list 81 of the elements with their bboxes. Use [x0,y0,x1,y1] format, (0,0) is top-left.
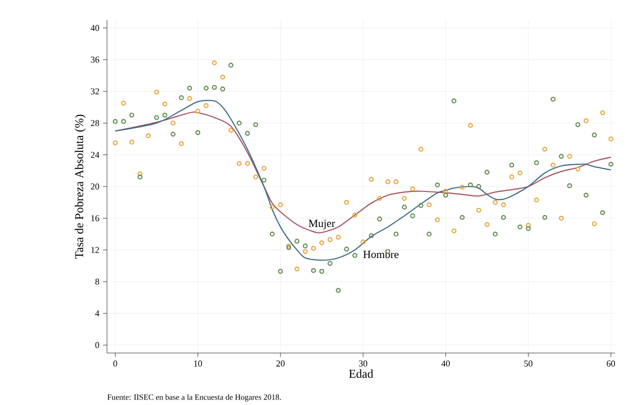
series-label: Hombre [363,250,398,258]
point [244,130,250,136]
y-tick-label: 0 [95,342,100,348]
point [170,132,176,137]
point [302,244,308,248]
point [418,203,424,208]
point [468,182,473,188]
x-tick-label: 30 [359,360,368,367]
point [542,214,548,220]
point [195,130,200,136]
y-tick-label: 4 [95,310,100,316]
point [377,216,382,222]
point [484,170,490,175]
point [509,162,514,168]
x-tick-label: 20 [276,360,285,367]
point [328,260,332,266]
point [270,232,275,237]
x-tick-label: 0 [113,360,118,367]
y-tick-label: 36 [90,56,100,63]
point [336,288,341,293]
x-axis-title: Edad [349,369,374,378]
line-series [114,100,612,261]
point [278,268,283,274]
y-tick-label: 16 [91,215,100,222]
point [443,192,448,198]
point [584,192,589,198]
point [608,162,614,167]
y-tick-label: 20 [90,183,100,190]
point [352,253,358,258]
y-tick-label: 8 [95,278,100,285]
point [558,154,564,159]
point [518,224,522,230]
point [402,204,407,210]
x-tick-label: 60 [606,360,616,367]
point [534,160,539,166]
point [550,96,556,102]
point [212,84,217,90]
point [451,98,456,104]
point [261,178,266,183]
point [526,226,531,231]
point [138,174,142,180]
y-tick-label: 28 [90,120,100,126]
point [112,119,118,124]
point [460,214,465,220]
point [178,95,184,100]
x-tick-label: 50 [524,360,532,367]
point [129,112,134,118]
point [319,268,324,274]
point [575,122,580,128]
y-axis-title: Tasa de Pobreza Absoluta (%) [74,114,86,259]
point [294,238,300,244]
point [567,183,572,188]
point [592,132,597,138]
series-label: Mujer [308,220,336,230]
y-tick-label: 12 [91,246,99,253]
point [121,119,126,124]
y-tick-label: 32 [90,88,99,94]
point [154,115,160,120]
y-tick-label: 40 [90,24,100,31]
point [344,246,349,252]
point [253,122,258,128]
point [204,86,209,91]
point [228,62,234,68]
point [501,214,506,220]
point [236,120,242,126]
point [476,184,482,189]
point [187,86,192,91]
point [368,233,374,238]
point [220,86,226,92]
point [426,232,432,237]
point [434,182,440,188]
point [600,210,606,216]
point [311,268,316,273]
line-series [114,112,612,234]
y-tick-label: 24 [90,152,100,158]
x-tick-label: 40 [441,360,450,367]
point [492,232,498,237]
x-tick-label: 10 [194,360,202,367]
point [410,213,416,218]
point [162,112,168,118]
point [394,232,399,237]
